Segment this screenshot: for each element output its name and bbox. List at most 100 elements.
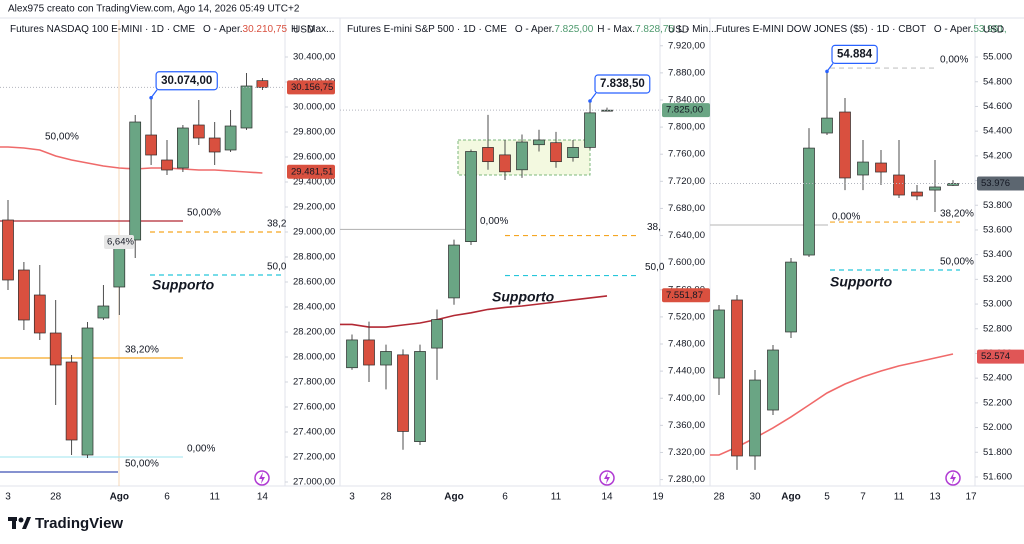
candle-body (482, 147, 494, 163)
price-tag (287, 164, 335, 179)
y-tick-label: 54.800 (983, 76, 1012, 87)
axis-unit: USD (983, 25, 1004, 36)
alert-icon[interactable] (599, 470, 615, 486)
price-tag (287, 80, 335, 95)
candle-body (785, 261, 797, 333)
price-tag-label: 7.551,87 (666, 290, 703, 301)
candle-body (803, 147, 815, 256)
badge-box (104, 235, 134, 249)
legend-part: H - Max. (597, 24, 635, 35)
level-label: 38,20% (125, 345, 159, 356)
y-axis: 7.280,00 7.320,00 7.360,00 7.400,00 7.440,00… (660, 40, 705, 485)
candle-body (749, 379, 761, 457)
candle-body (129, 121, 142, 241)
y-tick-label: 54.400 (983, 126, 1012, 137)
price-tag (977, 176, 1024, 191)
price-tag-label: 52.574 (981, 351, 1010, 362)
price-tag-label: 30.156,75 (291, 82, 333, 93)
y-tick-label: 52.200 (983, 397, 1012, 408)
price-tag-label: 53.976 (981, 178, 1010, 189)
price-tag (662, 103, 710, 118)
candle-body (911, 191, 923, 197)
y-tick-label: 52.800 (983, 323, 1012, 334)
level-label: 50,0 (267, 262, 287, 273)
candle-body (584, 112, 596, 148)
plot-area (710, 67, 975, 470)
candle-body (161, 159, 173, 171)
badge-label: 6,64% (107, 237, 134, 248)
price-tag-label: 7.825,00 (666, 105, 703, 116)
y-tick-label: 55.000 (983, 52, 1012, 63)
annotation-note: Supporto (492, 289, 555, 305)
x-tick-label: 28 (50, 492, 62, 503)
candle-body (192, 124, 205, 139)
candle-body (465, 151, 477, 243)
legend-part: O - Aper. (203, 24, 242, 35)
level-label: 50,00% (45, 132, 79, 143)
candle-body (346, 339, 358, 369)
chart-legend: Futures E-mini S&P 500 · 1D · CME O - Ape… (347, 24, 717, 35)
callout-label: 54.884 (837, 48, 873, 60)
callout-box (155, 71, 218, 91)
y-tick-label: 27.400,00 (293, 427, 335, 438)
x-tick-label: 6 (164, 492, 170, 503)
price-tag (977, 349, 1024, 364)
candle-body (224, 125, 237, 151)
x-tick-label: Ago (444, 492, 463, 503)
y-tick-label: 28.800,00 (293, 252, 335, 263)
y-tick-label: 29.000,00 (293, 227, 335, 238)
y-tick-label: 30.400,00 (293, 52, 335, 63)
y-tick-label: 51.800 (983, 447, 1012, 458)
candle-body (929, 186, 941, 191)
y-tick-label: 53.200 (983, 274, 1012, 285)
y-tick-label: 29.200,00 (293, 202, 335, 213)
y-tick-label: 52.000 (983, 422, 1012, 433)
y-tick-label: 27.600,00 (293, 402, 335, 413)
chart-title: Futures NASDAQ 100 E-MINI · 1D · CME (10, 24, 195, 35)
price-tag-label: 29.481,51 (291, 166, 333, 177)
logo (8, 517, 31, 529)
candle-body (533, 139, 545, 146)
x-tick-label: 6 (502, 492, 508, 503)
candle-body (567, 147, 579, 158)
y-tick-label: 29.600,00 (293, 152, 335, 163)
x-tick-label: 13 (929, 492, 941, 503)
candle-body (97, 305, 110, 319)
callout-point (149, 95, 153, 100)
y-tick-label: 51.600 (983, 471, 1012, 482)
chart-title: Futures E-mini S&P 500 · 1D · CME (347, 24, 507, 35)
x-tick-label: 28 (713, 492, 725, 503)
candle-body (363, 339, 375, 366)
y-tick-label: 30.000,00 (293, 102, 335, 113)
y-tick-label: 7.920,00 (668, 40, 705, 51)
candle-body (208, 137, 221, 153)
y-tick-label: 7.320,00 (668, 447, 705, 458)
candle-body (256, 80, 269, 88)
alert-icon[interactable] (254, 470, 270, 486)
candle-body (414, 351, 426, 442)
candle-body (431, 319, 443, 349)
y-tick-label: 7.360,00 (668, 420, 705, 431)
candle-body (33, 294, 46, 334)
candle-body (177, 127, 189, 169)
x-tick-label: 5 (824, 492, 830, 503)
x-tick-label: 14 (601, 492, 613, 503)
x-tick-label: Ago (781, 492, 800, 503)
y-tick-label: 28.200,00 (293, 327, 335, 338)
level-label: 38,2 (267, 219, 287, 230)
alert-icon[interactable] (945, 470, 961, 486)
callout-box (594, 74, 651, 94)
candle-body (65, 361, 78, 441)
x-tick-label: 28 (380, 492, 392, 503)
x-tick-label: Ago (110, 492, 129, 503)
moving-average (0, 146, 263, 174)
y-tick-label: 53.800 (983, 200, 1012, 211)
callout-label: 30.074,00 (161, 75, 212, 87)
x-tick-label: 3 (349, 492, 355, 503)
plot-area (340, 101, 660, 450)
candle-body (81, 327, 94, 456)
annotation-note: Supporto (830, 274, 893, 290)
y-tick-label: 54.600 (983, 101, 1012, 112)
legend-part: O - Aper. (515, 24, 554, 35)
